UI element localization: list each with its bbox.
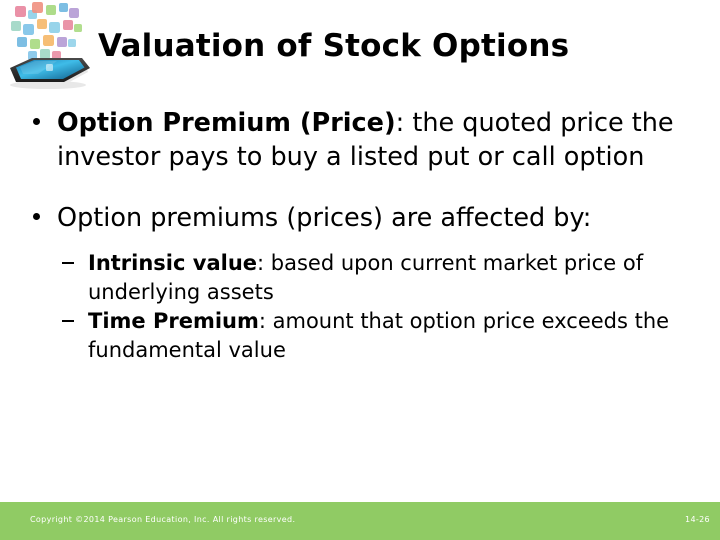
dash-bullet-icon <box>62 262 74 264</box>
spacer <box>0 235 720 241</box>
sub-bullet-list: Intrinsic value: based upon current mark… <box>0 249 720 365</box>
page-number: 14-26 <box>685 515 710 524</box>
bullet-dot-icon <box>33 118 40 125</box>
bullet-lead-text: Option Premium (Price) <box>57 108 396 138</box>
copyright-text: Copyright ©2014 Pearson Education, Inc. … <box>30 515 296 524</box>
slide-body: Option Premium (Price): the quoted price… <box>0 106 720 365</box>
bullet-dot-icon <box>33 213 40 220</box>
slide-logo <box>2 0 94 92</box>
dash-bullet-icon <box>62 320 74 322</box>
sub-bullet-lead-text: Intrinsic value <box>88 251 258 275</box>
sub-bullet-body-text: : amount that option price exceeds the f… <box>88 309 670 362</box>
tablet-app-cloud-logo <box>10 2 90 89</box>
bullet-body-text: : the quoted price the investor pays to … <box>57 108 674 172</box>
spacer <box>0 174 720 201</box>
sub-bullet-lead-text: Time Premium <box>88 309 259 333</box>
sub-bullet-body-text: : based upon current market price of und… <box>88 251 644 304</box>
page-title: Valuation of Stock Options <box>98 28 570 64</box>
tablet-device <box>10 58 90 89</box>
footer-bar: Copyright ©2014 Pearson Education, Inc. … <box>0 502 720 540</box>
app-icon-cloud <box>11 2 82 68</box>
bullet-item-affected-by: Option premiums (prices) are affected by… <box>0 201 720 235</box>
bullet-body-text: Option premiums (prices) are affected by… <box>57 203 592 233</box>
bullet-item-option-premium: Option Premium (Price): the quoted price… <box>0 106 720 174</box>
sub-bullet-item-time-premium: Time Premium: amount that option price e… <box>0 307 720 365</box>
sub-bullet-item-intrinsic-value: Intrinsic value: based upon current mark… <box>0 249 720 307</box>
